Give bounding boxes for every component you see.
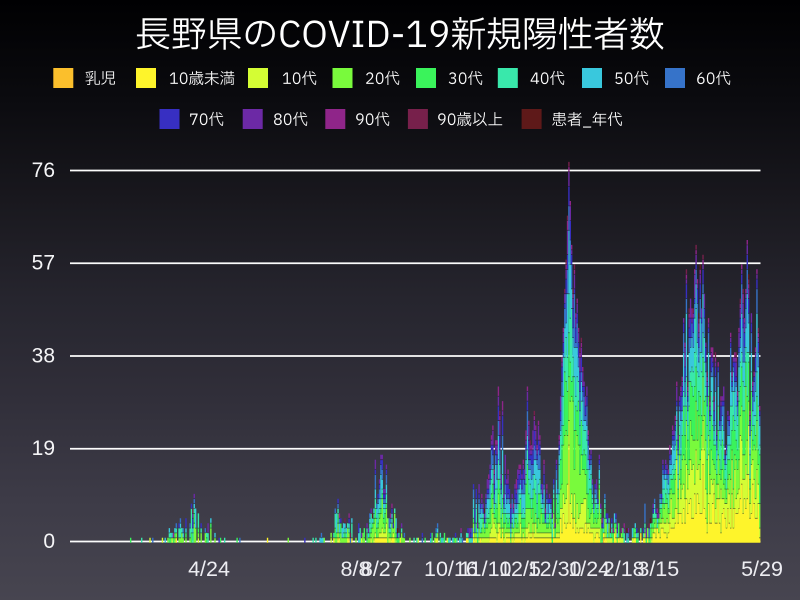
svg-text:11/10: 11/10 <box>459 557 511 581</box>
svg-text:0: 0 <box>43 530 55 553</box>
svg-text:12/5: 12/5 <box>499 557 541 581</box>
svg-text:4/24: 4/24 <box>188 557 230 581</box>
svg-text:2/18: 2/18 <box>603 557 645 581</box>
svg-text:38: 38 <box>32 344 55 367</box>
svg-text:19: 19 <box>32 437 55 460</box>
svg-text:12/30: 12/30 <box>528 557 582 581</box>
svg-text:8/8: 8/8 <box>341 557 371 581</box>
svg-text:57: 57 <box>32 252 55 275</box>
svg-text:76: 76 <box>32 159 55 182</box>
svg-text:8/27: 8/27 <box>361 557 403 581</box>
svg-text:5/29: 5/29 <box>741 557 783 581</box>
svg-text:1/24: 1/24 <box>568 557 610 581</box>
svg-text:10/16: 10/16 <box>424 557 478 581</box>
svg-text:3/15: 3/15 <box>637 557 679 581</box>
